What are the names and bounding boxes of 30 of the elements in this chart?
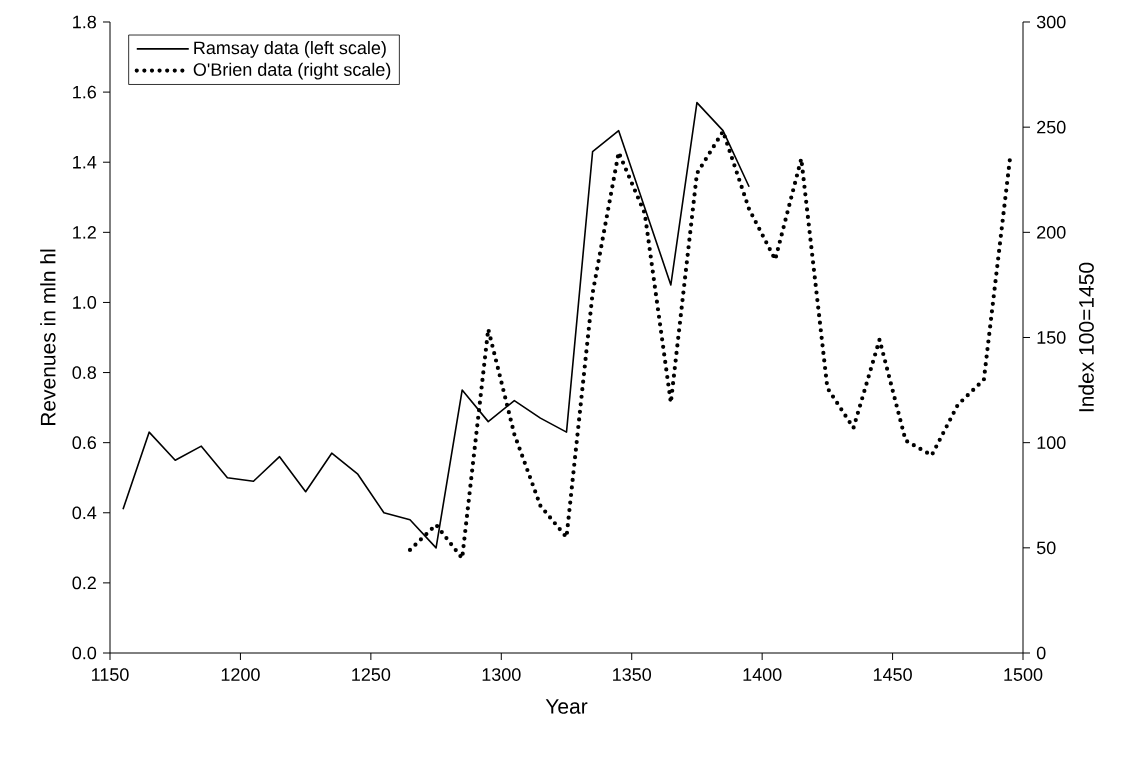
- x-tick-label: 1450: [873, 668, 912, 681]
- y2-tick-label: 50: [1036, 541, 1056, 555]
- y2-axis-title: Index 100=1450: [1078, 262, 1094, 412]
- legend-label: O'Brien data (right scale): [193, 62, 391, 80]
- x-tick-label: 1300: [482, 668, 521, 681]
- y-tick-label: 0.6: [72, 436, 97, 450]
- x-axis-title: Year: [545, 699, 588, 714]
- y2-tick-label: 0: [1036, 646, 1046, 660]
- y-tick-label: 1.8: [73, 15, 97, 29]
- x-tick-label: 1150: [92, 668, 129, 681]
- y2-tick-label: 100: [1037, 436, 1066, 450]
- x-tick-label: 1250: [352, 668, 391, 681]
- y-tick-label: 1.0: [73, 296, 97, 309]
- y2-tick-label: 250: [1037, 120, 1066, 134]
- y2-tick-label: 300: [1036, 15, 1066, 29]
- legend-label: Ramsay data (left scale): [194, 41, 386, 58]
- x-tick-label: 1400: [743, 668, 782, 681]
- y-tick-label: 1.6: [73, 85, 97, 99]
- x-tick-label: 1200: [221, 668, 260, 681]
- y-tick-label: 0.2: [72, 576, 96, 590]
- y-tick-label: 0.4: [72, 506, 97, 520]
- y-tick-label: 1.4: [73, 156, 97, 169]
- x-tick-label: 1500: [1004, 668, 1043, 681]
- y-tick-label: 0.8: [72, 366, 97, 379]
- y-tick-label: 1.2: [73, 226, 96, 239]
- x-tick-label: 1350: [613, 668, 652, 681]
- y2-tick-label: 150: [1037, 331, 1066, 344]
- y-tick-label: 0.0: [72, 646, 97, 660]
- y2-tick-label: 200: [1037, 225, 1066, 239]
- y-axis-title: Revenues in mln hl: [40, 249, 56, 426]
